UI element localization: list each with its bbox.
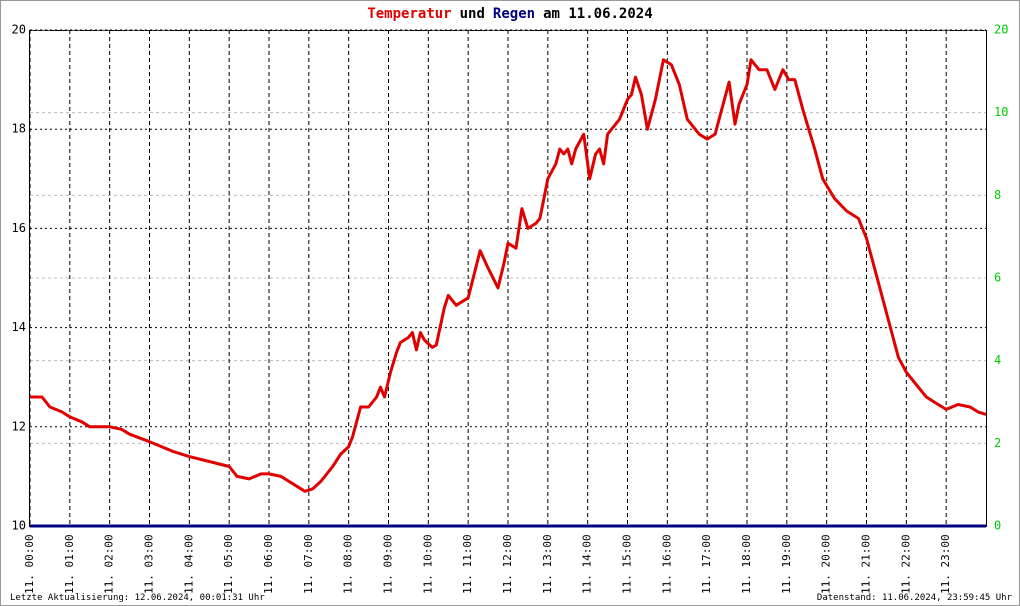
x-tick-label: 11. 22:00 [899,534,912,594]
x-tick-label: 11. 09:00 [382,534,395,594]
title-part: Regen [493,6,535,22]
x-tick-label: 11. 08:00 [342,534,355,594]
x-tick-label: 11. 15:00 [621,534,634,594]
x-tick-label: 11. 19:00 [780,534,793,594]
x-tick-label: 11. 01:00 [63,534,76,594]
y2-tick-label: 20 [994,23,1008,37]
x-tick-label: 11. 12:00 [501,534,514,594]
x-tick-label: 11. 21:00 [860,534,873,594]
y-tick-label: 18 [12,122,26,136]
x-tick-label: 11. 17:00 [700,534,713,594]
chart-title: Temperatur und Regen am 11.06.2024 [367,6,652,22]
title-part: und [460,6,485,22]
x-tick-label: 11. 10:00 [421,534,434,594]
x-tick-label: 11. 04:00 [182,534,195,594]
x-tick-label: 11. 07:00 [302,534,315,594]
x-tick-label: 11. 20:00 [820,534,833,594]
x-tick-label: 11. 05:00 [222,534,235,594]
y-tick-label: 12 [12,419,26,433]
y2-tick-label: 2 [994,436,1001,450]
x-tick-label: 11. 18:00 [740,534,753,594]
y2-tick-label: 6 [994,271,1001,285]
footer-left: Letzte Aktualisierung: 12.06.2024, 00:01… [10,593,265,603]
x-tick-label: 11. 06:00 [262,534,275,594]
y-tick-label: 16 [12,221,26,235]
y-tick-label: 20 [12,23,26,37]
footer-right: Datenstand: 11.06.2024, 23:59:45 Uhr [817,593,1013,603]
x-tick-label: 11. 03:00 [143,534,156,594]
x-tick-label: 11. 16:00 [660,534,673,594]
x-tick-label: 11. 11:00 [461,534,474,594]
x-tick-label: 11. 23:00 [939,534,952,594]
title-part: Temperatur [367,6,451,22]
y2-tick-label: 0 [994,519,1001,533]
series-line [30,58,987,493]
y2-tick-label: 8 [994,188,1001,202]
y2-tick-label: 4 [994,353,1001,367]
x-tick-label: 11. 13:00 [541,534,554,594]
title-part: am 11.06.2024 [543,6,653,22]
y-tick-label: 10 [12,519,26,533]
x-tick-label: 11. 00:00 [23,534,36,594]
y2-tick-label: 10 [994,105,1008,119]
y-tick-label: 14 [12,320,26,334]
x-tick-label: 11. 02:00 [103,534,116,594]
x-tick-label: 11. 14:00 [581,534,594,594]
